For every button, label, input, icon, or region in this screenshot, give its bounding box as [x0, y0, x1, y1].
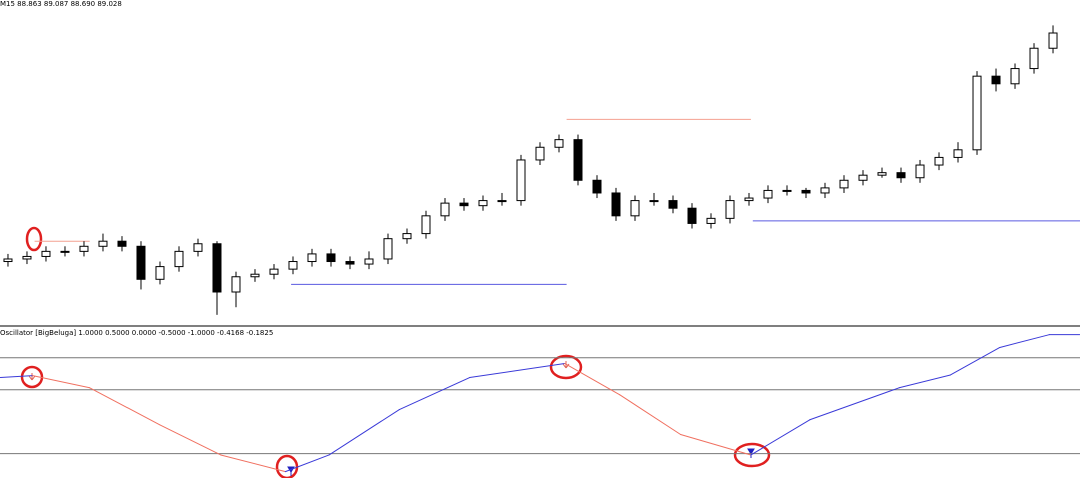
oscillator-segment — [999, 334, 1050, 348]
candle-body — [554, 139, 564, 148]
candle-body — [592, 179, 602, 194]
oscillator-segment — [809, 387, 900, 421]
oscillator-segment — [619, 394, 682, 435]
candle-body — [1029, 47, 1039, 70]
candle-body — [668, 200, 678, 209]
candle-body — [1048, 32, 1058, 49]
oscillator-segment — [680, 433, 752, 456]
candle-body — [98, 240, 108, 247]
candle-body — [269, 268, 279, 275]
oscillator-segment — [0, 375, 34, 379]
chart-title: M15 88.863 89.087 88.690 89.028 — [0, 0, 122, 8]
oscillator-segment — [949, 346, 1001, 376]
oscillator-segment — [284, 454, 330, 473]
candle-body — [22, 255, 32, 260]
candle-body — [459, 202, 469, 207]
oscillator-segment — [564, 362, 621, 396]
candle-body — [630, 200, 640, 217]
candle-body — [174, 250, 184, 268]
candle-body — [193, 243, 203, 252]
candle-body — [3, 258, 13, 263]
candle-body — [41, 250, 51, 257]
candle-body — [915, 164, 925, 179]
oscillator-title: Oscillator [BigBeluga] 1.0000 0.5000 0.0… — [0, 329, 273, 337]
oscillator-segment — [220, 454, 286, 473]
candle-body — [307, 253, 317, 263]
candle-body — [725, 200, 735, 219]
candle-body — [706, 217, 716, 224]
sell-arrow — [28, 373, 36, 381]
candle-body — [972, 75, 982, 151]
annotation-circle — [733, 442, 771, 468]
annotations — [20, 226, 771, 478]
oscillator-segment — [750, 419, 811, 456]
candle-body — [1010, 68, 1020, 85]
oscillator-segment — [398, 377, 471, 411]
candle-body — [497, 200, 507, 203]
candle-body — [212, 243, 222, 293]
candle-body — [782, 189, 792, 192]
candle-body — [440, 202, 450, 217]
candle-body — [60, 250, 70, 253]
candle-body — [858, 174, 868, 181]
candle-body — [535, 146, 545, 161]
candle-body — [478, 200, 488, 207]
candle-body — [231, 276, 241, 293]
candle-body — [820, 187, 830, 194]
candle-body — [801, 189, 811, 194]
candle-body — [744, 197, 754, 202]
candle-body — [421, 215, 431, 235]
oscillator-segment — [898, 374, 951, 389]
oscillator-segment — [328, 409, 400, 456]
candle-body — [383, 238, 393, 260]
oscillator-segment — [89, 387, 161, 426]
candle-body — [896, 172, 906, 179]
candle-body — [288, 261, 298, 270]
candle-body — [402, 233, 412, 240]
annotation-circle — [20, 365, 44, 389]
oscillator-segment — [32, 375, 91, 389]
candle-body — [763, 189, 773, 199]
oscillator-segment — [159, 424, 222, 456]
candle-body — [117, 240, 127, 247]
oscillator-segment — [469, 362, 566, 379]
candle-body — [573, 139, 583, 181]
annotation-circle — [549, 354, 583, 380]
candle-body — [326, 253, 336, 263]
candle-body — [250, 273, 260, 278]
candle-body — [687, 207, 697, 224]
candle-body — [345, 261, 355, 265]
candle-body — [516, 159, 526, 202]
candle-body — [611, 192, 621, 217]
candle-body — [136, 245, 146, 280]
candle-body — [79, 245, 89, 252]
candle-body — [649, 200, 659, 203]
candle-body — [953, 149, 963, 158]
signals — [28, 361, 755, 476]
candle-body — [991, 75, 1001, 85]
candle-body — [155, 266, 165, 280]
candle-body — [839, 179, 849, 189]
candle-body — [877, 172, 887, 176]
candle-body — [934, 156, 944, 166]
annotation-circle — [25, 226, 43, 252]
candle-body — [364, 258, 374, 265]
